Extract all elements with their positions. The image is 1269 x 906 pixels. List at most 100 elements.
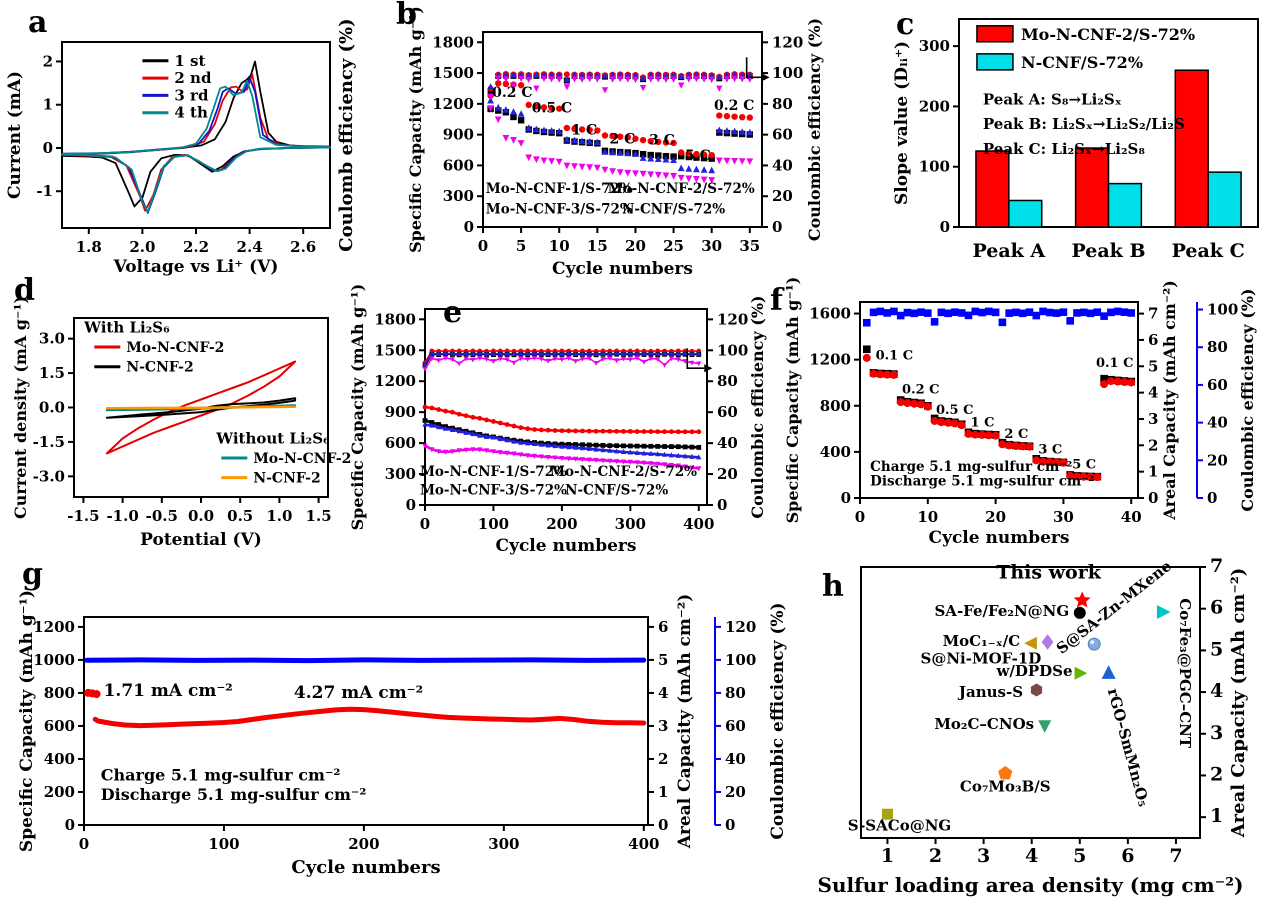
svg-text:Without Li₂S₆: Without Li₂S₆ [215, 429, 330, 447]
svg-text:15: 15 [587, 237, 608, 255]
svg-text:2 nd: 2 nd [174, 69, 212, 87]
svg-text:400: 400 [820, 443, 851, 461]
panel-label-b: b [396, 0, 417, 32]
svg-text:40: 40 [772, 156, 793, 174]
svg-text:N-CNF-2: N-CNF-2 [126, 360, 193, 376]
svg-text:N-CNF/S-72%: N-CNF/S-72% [565, 483, 668, 499]
svg-text:-3.0: -3.0 [33, 467, 65, 485]
svg-text:1 st: 1 st [174, 52, 205, 70]
svg-text:4: 4 [658, 684, 668, 702]
svg-text:4: 4 [1210, 680, 1223, 702]
svg-text:Voltage vs Li⁺ (V): Voltage vs Li⁺ (V) [113, 257, 279, 277]
svg-text:100: 100 [919, 158, 950, 176]
svg-text:600: 600 [385, 434, 416, 452]
svg-text:7: 7 [1148, 305, 1158, 323]
svg-text:0.5 C: 0.5 C [532, 101, 572, 117]
svg-text:0: 0 [43, 139, 53, 157]
svg-text:1500: 1500 [374, 341, 416, 359]
svg-text:3: 3 [1210, 722, 1223, 744]
svg-text:0.5: 0.5 [227, 507, 253, 525]
svg-text:5 C: 5 C [685, 148, 711, 164]
svg-text:0.1 C: 0.1 C [1096, 356, 1134, 371]
panel-h-comparison-chart: 1 2 3 4 5 6 7 Sulfur loading area density (mg c… [818, 555, 1249, 897]
svg-text:Current (mA): Current (mA) [5, 71, 25, 199]
svg-text:1000: 1000 [33, 651, 75, 669]
svg-text:60: 60 [725, 717, 746, 735]
svg-text:Areal Capacity (mAh cm⁻²): Areal Capacity (mAh cm⁻²) [675, 594, 695, 850]
panel-label-e: e [443, 295, 463, 330]
svg-text:200: 200 [919, 97, 950, 115]
svg-text:Coulomb efficiency (%): Coulomb efficiency (%) [336, 18, 357, 251]
svg-text:80: 80 [717, 372, 738, 390]
svg-text:40: 40 [1121, 508, 1142, 526]
svg-text:1.5: 1.5 [39, 364, 65, 382]
svg-text:7: 7 [1210, 555, 1223, 577]
panel-label-g: g [22, 557, 43, 592]
svg-text:600: 600 [44, 717, 75, 735]
svg-text:100: 100 [717, 341, 748, 359]
svg-text:1200: 1200 [374, 372, 416, 390]
svg-text:Peak A: Peak A [972, 240, 1045, 262]
svg-text:0: 0 [464, 218, 474, 236]
svg-text:20: 20 [985, 508, 1006, 526]
svg-text:S-SACo@NG: S-SACo@NG [848, 816, 952, 834]
svg-text:0: 0 [1148, 489, 1158, 507]
svg-text:40: 40 [717, 434, 738, 452]
svg-text:1200: 1200 [432, 95, 474, 113]
svg-text:900: 900 [443, 126, 474, 144]
svg-text:6: 6 [1148, 331, 1158, 349]
svg-text:3 C: 3 C [649, 132, 675, 148]
svg-text:Janus-S: Janus-S [957, 683, 1023, 701]
svg-text:N-CNF/S-72%: N-CNF/S-72% [1021, 53, 1143, 72]
svg-text:300: 300 [919, 37, 950, 55]
svg-text:2: 2 [658, 750, 668, 768]
svg-text:Specific Capacity (mAh g⁻¹): Specific Capacity (mAh g⁻¹) [783, 277, 802, 524]
svg-text:Cycle numbers: Cycle numbers [552, 259, 693, 279]
svg-text:Areal Capacity (mAh cm⁻²): Areal Capacity (mAh cm⁻²) [1228, 568, 1249, 839]
svg-text:1.71 mA cm⁻²: 1.71 mA cm⁻² [104, 681, 233, 701]
svg-text:120: 120 [725, 618, 756, 636]
panel-d-cv-chart: -1.5 -1.0 -0.5 0.0 0.5 1.0 1.5 Potential (V) -3.… [11, 296, 351, 550]
svg-text:800: 800 [820, 397, 851, 415]
svg-text:80: 80 [772, 95, 793, 113]
panel-label-a: a [28, 5, 48, 40]
svg-text:-0.5: -0.5 [146, 507, 178, 525]
svg-text:0.2 C: 0.2 C [714, 98, 754, 114]
svg-text:-1.5: -1.5 [33, 433, 65, 451]
svg-text:Mo-N-CNF-2/S-72%: Mo-N-CNF-2/S-72% [608, 181, 755, 197]
svg-text:With Li₂S₆: With Li₂S₆ [83, 318, 170, 336]
svg-text:1 C: 1 C [571, 123, 597, 139]
panel-label-f: f [770, 283, 783, 318]
svg-text:Mo-N-CNF-3/S-72%: Mo-N-CNF-3/S-72% [420, 483, 567, 499]
svg-text:SA-Fe/Fe₂N@NG: SA-Fe/Fe₂N@NG [934, 602, 1069, 620]
svg-text:Discharge 5.1 mg-sulfur cm⁻²: Discharge 5.1 mg-sulfur cm⁻² [870, 473, 1094, 489]
svg-text:80: 80 [1207, 338, 1228, 356]
svg-text:Mo-N-CNF-2: Mo-N-CNF-2 [253, 451, 351, 467]
svg-text:Mo-N-CNF-2/S-72%: Mo-N-CNF-2/S-72% [1021, 25, 1195, 44]
svg-text:0: 0 [717, 496, 727, 514]
svg-text:25: 25 [663, 237, 684, 255]
svg-text:7: 7 [1169, 845, 1182, 867]
svg-text:100: 100 [725, 651, 756, 669]
svg-text:0: 0 [1207, 489, 1217, 507]
svg-text:20: 20 [1207, 451, 1228, 469]
svg-text:3 C: 3 C [1038, 443, 1062, 458]
svg-text:Charge 5.1 mg-sulfur cm⁻²: Charge 5.1 mg-sulfur cm⁻² [870, 459, 1072, 475]
svg-text:Mo₂C–CNOs: Mo₂C–CNOs [934, 715, 1034, 733]
svg-text:40: 40 [1207, 414, 1228, 432]
svg-text:Mo-N-CNF-1/S-72%: Mo-N-CNF-1/S-72% [420, 464, 567, 480]
svg-text:1 C: 1 C [971, 416, 995, 431]
svg-text:MoC₁₋ₓ/C: MoC₁₋ₓ/C [943, 632, 1021, 650]
svg-text:30: 30 [1053, 508, 1074, 526]
svg-text:Coulombic efficiency (%): Coulombic efficiency (%) [805, 18, 824, 241]
svg-text:2.0: 2.0 [129, 238, 155, 256]
svg-text:S@Ni-MOF-1D: S@Ni-MOF-1D [921, 650, 1042, 668]
svg-text:0.0: 0.0 [188, 507, 214, 525]
svg-text:3.0: 3.0 [39, 330, 65, 348]
svg-text:-1.0: -1.0 [106, 507, 138, 525]
svg-text:6: 6 [658, 618, 668, 636]
svg-text:0.2 C: 0.2 C [492, 85, 532, 101]
